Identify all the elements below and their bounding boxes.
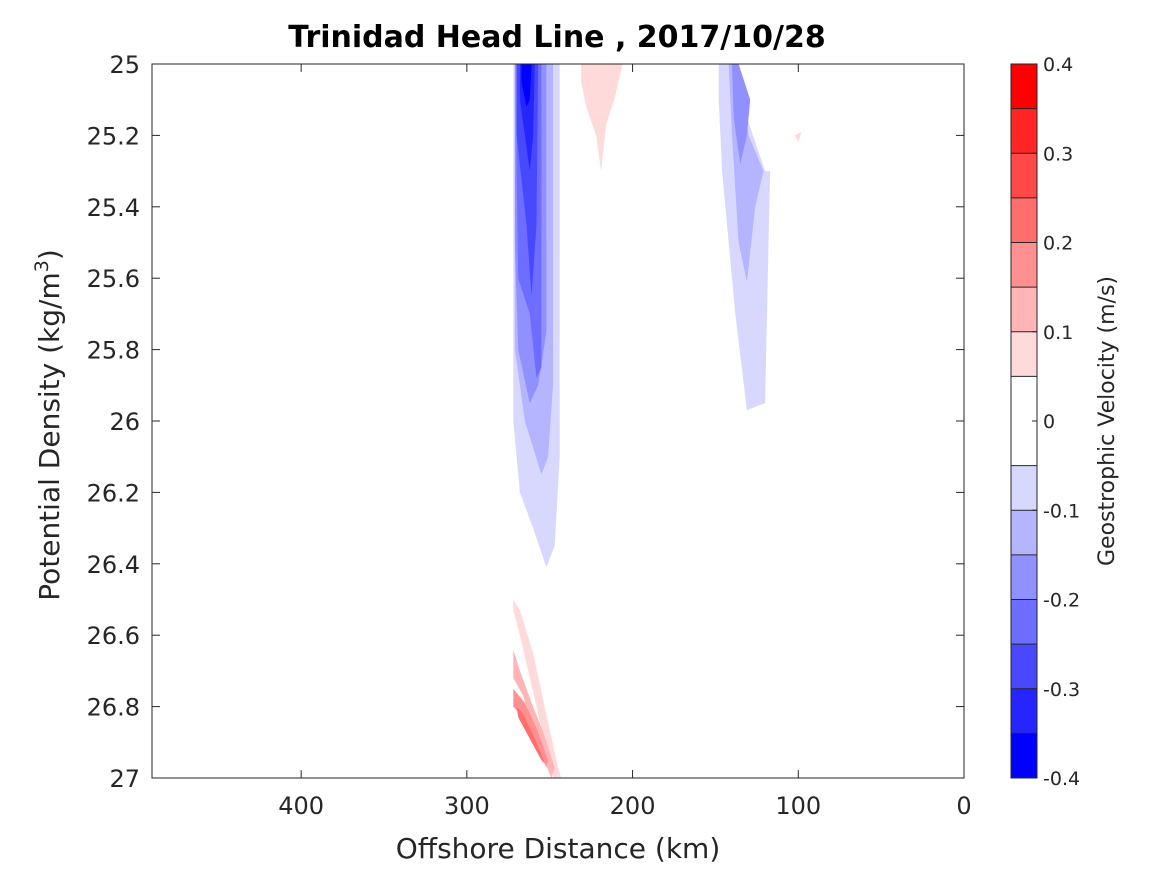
x-tick-label: 400 (278, 792, 324, 820)
y-tick-label: 25.4 (87, 194, 140, 222)
colorbar-tick-label: -0.2 (1043, 590, 1080, 612)
y-axis-label: Potential Density (kg/m3) (31, 249, 66, 601)
colorbar-label: Geostrophic Velocity (m/s) (1095, 276, 1120, 566)
plot-area: 400 300 200 100 0 25 25.2 25.4 25.6 25.8 26 26.2 26… (87, 51, 972, 820)
colorbar-tick-label: 0.2 (1043, 233, 1073, 255)
colorbar-block (1011, 465, 1037, 511)
y-tick-label: 26.2 (87, 479, 140, 507)
colorbar-block (1011, 599, 1037, 645)
y-tick-label: 26.8 (87, 694, 140, 722)
colorbar: 0.4 0.3 0.2 0.1 0 -0.1 -0.2 -0.3 -0.4 (1010, 54, 1080, 790)
contour-region-offshore-jet-core-c (521, 64, 532, 107)
colorbar-tick-label: 0 (1043, 411, 1055, 433)
y-tick-label: 26.6 (87, 622, 140, 650)
colorbar-ticks: 0.4 0.3 0.2 0.1 0 -0.1 -0.2 -0.3 -0.4 (1032, 54, 1080, 790)
x-tick-label: 300 (444, 792, 490, 820)
colorbar-block (1011, 554, 1037, 600)
colorbar-tick-label: -0.3 (1043, 679, 1080, 701)
y-tick-label: 25.2 (87, 122, 140, 150)
colorbar-block (1011, 688, 1037, 734)
colorbar-tick-label: -0.4 (1043, 768, 1080, 790)
colorbar-block (1011, 64, 1037, 109)
contour-regions (513, 64, 802, 778)
colorbar-tick-label: -0.1 (1043, 500, 1080, 522)
contour-region-deep-positive-core (516, 706, 545, 764)
colorbar-block (1011, 331, 1037, 377)
y-axis-label-close: ) (33, 249, 66, 260)
y-tick-label: 25 (109, 51, 140, 79)
y-tick-label: 27 (109, 765, 140, 793)
contour-region-deep-positive-strong (513, 688, 549, 768)
contour-region-nearshore-strong (732, 64, 751, 164)
y-axis-label-superscript: 3 (31, 260, 53, 272)
contour-region-small-positive (795, 131, 802, 143)
x-tick-label: 100 (775, 792, 821, 820)
colorbar-block (1011, 644, 1037, 689)
colorbar-tick-label: 0.4 (1043, 54, 1073, 76)
x-axis-ticks: 400 300 200 100 0 (278, 64, 972, 820)
x-axis-label: Offshore Distance (km) (396, 832, 721, 865)
colorbar-block (1011, 287, 1037, 332)
colorbar-block (1011, 108, 1037, 154)
colorbar-tick-label: 0.1 (1043, 322, 1073, 344)
colorbar-tick-label: 0.3 (1043, 143, 1073, 165)
y-tick-label: 26 (109, 408, 140, 436)
contour-region-surface-positive (581, 64, 623, 172)
y-axis-ticks: 25 25.2 25.4 25.6 25.8 26 26.2 26.4 26.6 26.8 27 (87, 51, 964, 793)
colorbar-blocks (1011, 63, 1037, 779)
colorbar-block (1011, 733, 1037, 778)
y-tick-label: 25.8 (87, 337, 140, 365)
y-tick-label: 26.4 (87, 551, 140, 579)
chart-title: Trinidad Head Line , 2017/10/28 (288, 20, 825, 55)
y-tick-label: 25.6 (87, 265, 140, 293)
x-tick-label: 0 (956, 792, 971, 820)
y-axis-label-main: Potential Density (kg/m (33, 272, 66, 601)
colorbar-block (1011, 242, 1037, 288)
colorbar-block (1011, 153, 1037, 198)
x-tick-label: 200 (610, 792, 656, 820)
colorbar-block (1011, 197, 1037, 243)
contour-region-deep-positive-mid (513, 649, 555, 778)
contour-region-deep-positive-weak (513, 599, 562, 778)
colorbar-block (1011, 510, 1037, 555)
